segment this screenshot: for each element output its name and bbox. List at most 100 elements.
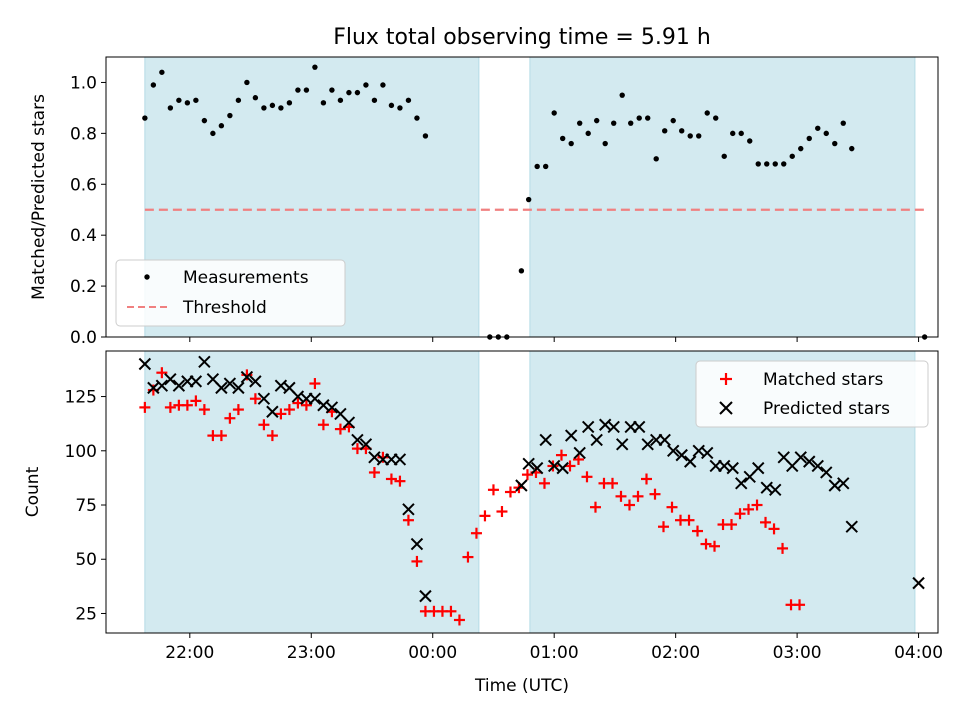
predicted-stars-point xyxy=(402,503,415,516)
ratio-ytick-label: 0.4 xyxy=(70,226,97,246)
measurements-point xyxy=(346,89,352,96)
matched-stars-point xyxy=(156,367,168,379)
matched-stars-point xyxy=(249,393,261,405)
matched-stars-point xyxy=(309,378,321,390)
measurements-point xyxy=(798,145,804,152)
measurements-point xyxy=(422,133,429,139)
measurements-point xyxy=(167,105,174,111)
predicted-stars-point xyxy=(232,381,245,395)
matched-stars-point xyxy=(743,503,755,515)
predicted-stars-point xyxy=(155,379,169,392)
predicted-stars-point xyxy=(393,453,407,466)
measurements-point xyxy=(303,87,310,93)
measurements-point xyxy=(747,138,753,144)
measurements-point xyxy=(363,82,369,88)
measurements-point xyxy=(781,161,787,167)
measurements-point xyxy=(261,105,267,111)
matched-stars-point xyxy=(572,453,584,465)
measurements-point xyxy=(628,120,634,126)
count-shaded-interval xyxy=(144,351,480,633)
measurements-point xyxy=(559,135,566,142)
matched-stars-point xyxy=(402,514,414,526)
measurements-point xyxy=(227,112,233,119)
matched-stars-point xyxy=(700,538,712,550)
chart-title: Flux total observing time = 5.91 h xyxy=(333,25,711,50)
matched-stars-point xyxy=(581,471,593,483)
measurements-point xyxy=(568,140,574,147)
predicted-stars-point xyxy=(573,446,586,460)
predicted-stars-point xyxy=(515,479,528,492)
legend-predicted-marker xyxy=(719,401,733,415)
matched-stars-point xyxy=(632,490,644,502)
predicted-stars-point xyxy=(607,420,620,434)
matched-stars-point xyxy=(283,404,295,416)
measurements-point xyxy=(730,130,736,137)
measurements-point xyxy=(201,117,208,124)
measurements-point xyxy=(789,153,795,159)
matched-stars-point xyxy=(623,499,635,511)
predicted-stars-point xyxy=(530,461,544,475)
measurements-point xyxy=(670,117,676,124)
predicted-stars-point xyxy=(223,377,237,390)
ratio-ytick-label: 1.0 xyxy=(70,73,97,93)
legend-measurements-marker xyxy=(144,274,150,280)
matched-stars-point xyxy=(394,475,406,487)
matched-stars-point xyxy=(692,525,704,537)
predicted-stars-point xyxy=(675,448,688,462)
matched-stars-point xyxy=(564,460,576,472)
matched-stars-point xyxy=(538,477,550,489)
matched-stars-point xyxy=(266,430,278,442)
count-xtick-label: 00:00 xyxy=(408,643,457,663)
predicted-stars-point xyxy=(359,438,373,451)
measurements-point xyxy=(534,163,540,170)
count-ytick-label: 75 xyxy=(75,496,97,516)
matched-stars-point xyxy=(734,508,746,520)
measurements-point xyxy=(764,161,770,167)
predicted-stars-point xyxy=(240,370,254,384)
measurements-point xyxy=(329,87,335,93)
legend-matched-label: Matched stars xyxy=(763,370,883,390)
ratio-ytick-label: 0.6 xyxy=(70,175,97,195)
predicted-stars-point xyxy=(811,459,824,473)
matched-stars-point xyxy=(589,501,601,513)
matched-stars-point xyxy=(470,527,482,539)
measurements-point xyxy=(653,156,659,162)
matched-stars-point xyxy=(368,466,380,478)
measurements-point xyxy=(244,79,250,86)
measurements-point xyxy=(696,133,702,139)
matched-stars-point xyxy=(198,404,210,416)
measurements-point xyxy=(755,161,761,167)
measurements-point xyxy=(823,130,829,137)
predicted-stars-point xyxy=(845,520,858,533)
predicted-stars-point xyxy=(837,477,850,490)
measurements-point xyxy=(704,110,710,116)
measurements-point xyxy=(738,130,744,137)
predicted-stars-point xyxy=(820,466,833,479)
count-xtick-label: 23:00 xyxy=(287,643,336,663)
matched-stars-point xyxy=(224,412,236,424)
measurements-point xyxy=(645,115,651,121)
ratio-legend: Measurements Threshold xyxy=(115,259,346,327)
measurements-point xyxy=(772,161,778,167)
predicted-stars-point xyxy=(539,433,552,447)
ratio-y-axis-label: Matched/Predicted stars xyxy=(29,94,49,300)
matched-stars-point xyxy=(258,419,270,431)
predicted-stars-point xyxy=(138,357,152,371)
count-ytick-label: 25 xyxy=(75,604,97,624)
matched-stars-point xyxy=(487,484,499,496)
measurements-point xyxy=(525,196,532,203)
measurements-point xyxy=(320,100,327,106)
legend-measurements-label: Measurements xyxy=(183,268,309,288)
measurements-point xyxy=(815,125,821,131)
predicted-stars-point xyxy=(257,392,271,405)
matched-stars-point xyxy=(504,486,516,498)
matched-stars-point xyxy=(385,473,397,485)
matched-stars-point xyxy=(300,399,312,411)
predicted-stars-point xyxy=(752,461,765,475)
matched-stars-point xyxy=(521,469,533,481)
legend-predicted-label: Predicted stars xyxy=(763,399,890,419)
count-panel: 25 50 75 100 125 22:00 23:00 00:00 01:00 02:00 03… xyxy=(23,350,943,696)
matched-stars-point xyxy=(555,449,567,461)
predicted-stars-point xyxy=(410,537,424,551)
predicted-stars-point xyxy=(701,446,714,460)
